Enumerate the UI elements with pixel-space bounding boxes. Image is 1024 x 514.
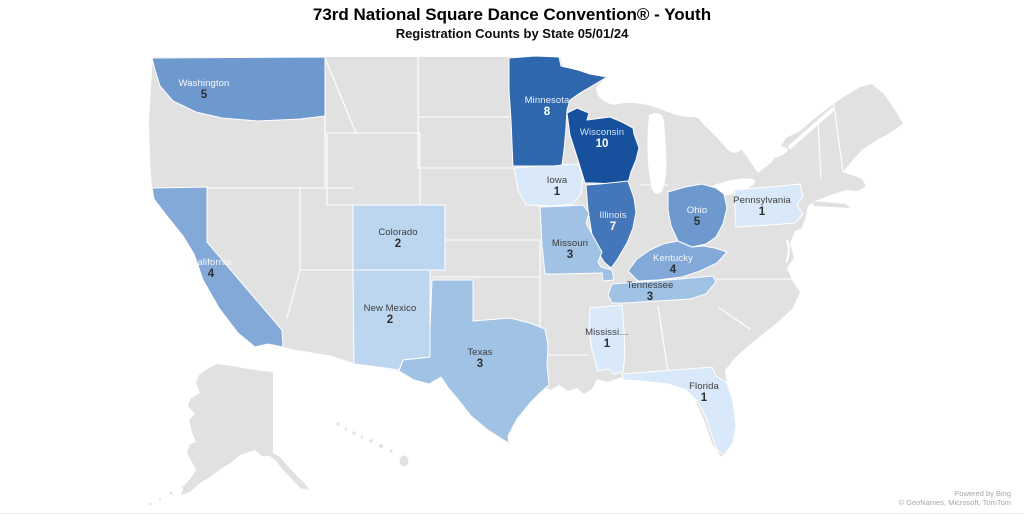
data-states: [151, 55, 804, 456]
state-shape-florida[interactable]: [621, 366, 737, 456]
state-shape-iowa[interactable]: [513, 163, 584, 207]
aleutian-islands: [148, 472, 209, 506]
lake-ontario: [748, 146, 788, 160]
page-title: 73rd National Square Dance Convention® -…: [312, 5, 712, 24]
lake-michigan: [647, 112, 667, 194]
copyright-line: © GeoNames, Microsoft, TomTom: [898, 498, 1012, 508]
state-shape-wisconsin[interactable]: [566, 107, 640, 185]
state-shape-tennessee[interactable]: [607, 275, 717, 304]
state-shape-washington[interactable]: [151, 56, 326, 122]
state-shape-kentucky[interactable]: [627, 240, 728, 282]
us-land-silhouette: [149, 57, 903, 457]
lake-huron: [694, 98, 747, 153]
chesapeake-bay: [785, 237, 798, 263]
state-shape-new-mexico[interactable]: [352, 269, 431, 371]
state-shape-minnesota[interactable]: [508, 55, 608, 167]
long-island: [812, 201, 850, 208]
state-shape-mississippi[interactable]: [588, 304, 626, 375]
lake-superior: [596, 74, 708, 118]
header: 73rd National Square Dance Convention® -…: [0, 5, 1024, 42]
powered-by-bing: Powered by Bing: [954, 488, 1011, 498]
state-shape-missouri[interactable]: [539, 204, 615, 282]
state-shape-texas[interactable]: [398, 279, 550, 444]
map-attribution: Powered by Bing © GeoNames, Microsoft, T…: [899, 489, 1012, 509]
page-subtitle: Registration Counts by State 05/01/24: [395, 26, 629, 42]
hawaii: [336, 422, 409, 467]
state-border-lines: [151, 56, 844, 373]
st-lawrence-river: [788, 108, 834, 149]
state-shape-pennsylvania[interactable]: [733, 183, 804, 228]
alaska: [181, 364, 309, 495]
state-shape-california[interactable]: [151, 186, 284, 348]
state-shape-colorado[interactable]: [352, 204, 446, 271]
state-shape-ohio[interactable]: [667, 183, 728, 248]
